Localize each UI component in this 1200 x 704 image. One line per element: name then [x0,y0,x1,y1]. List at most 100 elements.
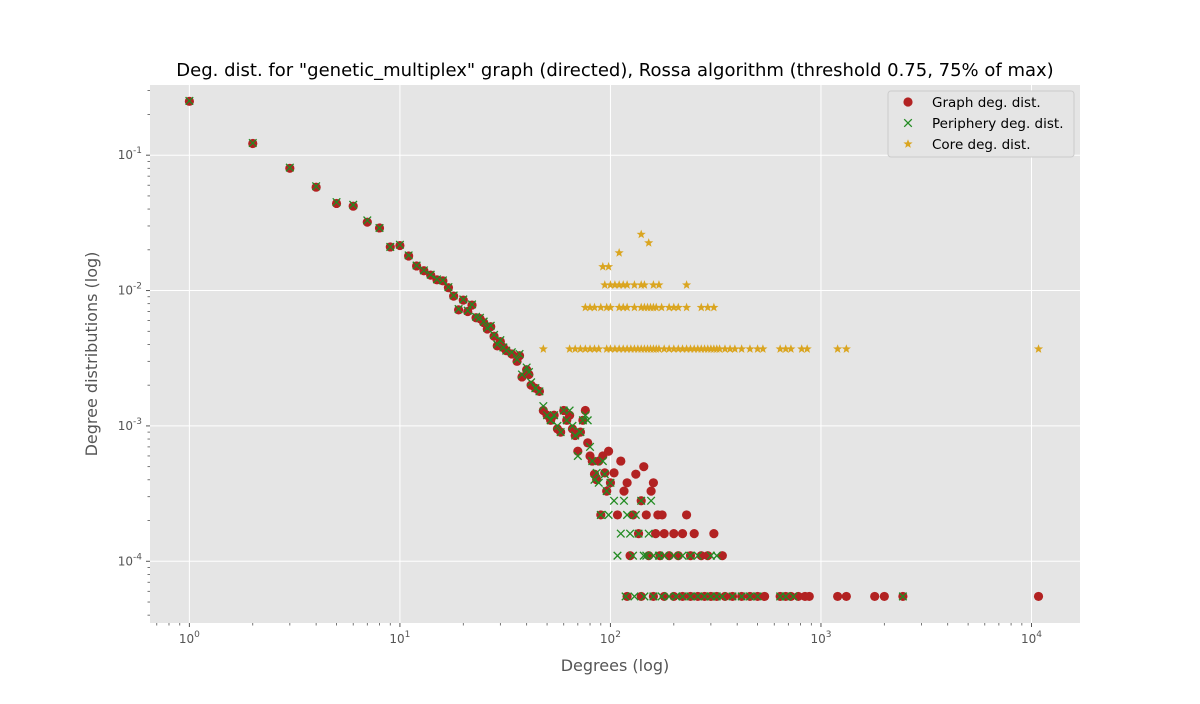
graph-degree-point [681,510,692,520]
core-degree-point [715,344,725,353]
periphery-degree-point [363,216,372,225]
periphery-degree-point [621,592,630,601]
graph-degree-point [669,529,679,539]
graph-degree-point [669,591,679,602]
core-degree-point [589,302,600,312]
graph-degree-point [600,468,610,478]
core-degree-point [580,344,590,353]
periphery-degree-point [678,592,687,601]
periphery-degree-point [642,551,651,560]
periphery-degree-point [789,592,798,601]
periphery-degree-point [671,592,681,601]
periphery-degree-point [463,306,473,315]
periphery-degree-point [678,551,687,560]
core-degree-point [709,302,719,312]
graph-degree-point [646,486,656,496]
core-degree-point [648,280,658,289]
periphery-degree-point [616,529,626,538]
periphery-degree-point [649,592,658,601]
periphery-degree-point [404,251,413,260]
periphery-degree-point [639,551,649,560]
periphery-degree-point [664,592,674,601]
core-degree-point [602,344,612,353]
periphery-degree-point [573,451,583,461]
periphery-degree-point [659,551,669,560]
core-degree-point [677,344,688,353]
periphery-degree-point [248,138,258,148]
core-degree-point [614,302,624,312]
core-degree-point [654,280,664,289]
core-degree-point [786,344,796,353]
core-degree-point [669,302,679,312]
core-degree-point [589,344,600,353]
graph-degree-point [720,591,730,602]
periphery-degree-point [585,442,595,452]
data-series [184,96,1044,602]
periphery-degree-point [479,317,488,326]
x-axis-label: Degrees (log) [561,656,670,675]
graph-degree-point [664,551,674,561]
periphery-degree-point [669,551,679,560]
graph-degree-point [622,478,632,488]
graph-degree-point [514,351,525,361]
graph-degree-point [631,469,641,479]
periphery-degree-point [496,335,505,345]
core-degree-point [618,344,628,353]
chart-title: Deg. dist. for "genetic_multiplex" graph… [176,60,1053,81]
periphery-degree-point [609,496,619,506]
axis-ticks: 100 101 102 103 104 10-4 10-3 10-2 10-1 [118,90,1042,646]
periphery-degree-point [636,496,646,506]
periphery-degree-point [454,304,463,314]
core-degree-point [629,302,639,312]
y-tick-label: 10-1 [118,146,142,162]
periphery-degree-point [512,355,522,364]
core-degree-point [696,344,706,353]
periphery-degree-point [542,410,552,420]
core-degree-point [730,344,740,353]
graph-degree-point [524,369,534,380]
core-degree-point [737,344,747,353]
periphery-degree-point [515,349,524,359]
periphery-degree-point [686,551,695,560]
periphery-degree-point [539,401,548,411]
series-periphery-degree [185,96,908,601]
periphery-degree-point [489,330,499,340]
graph-degree-point [760,591,770,602]
core-degree-point [570,344,580,353]
core-degree-point [580,302,590,312]
core-degree-point [610,344,620,353]
graph-degree-point [616,456,626,466]
graph-degree-point [489,331,499,341]
periphery-degree-point [693,592,703,601]
periphery-degree-point [517,370,527,379]
periphery-degree-point [625,529,635,538]
core-degree-point [629,344,639,353]
periphery-degree-point [311,181,321,191]
periphery-degree-point [745,592,755,601]
periphery-degree-point [898,592,908,601]
periphery-degree-point [522,363,531,372]
legend-marker-core [903,139,913,148]
core-degree-point [598,261,608,271]
core-degree-point [682,280,692,289]
periphery-degree-point [395,240,405,249]
x-tick-label: 103 [810,630,831,646]
core-degree-point [753,344,763,353]
periphery-degree-point [185,96,194,106]
core-degree-point [664,344,674,353]
periphery-degree-point [753,592,762,601]
x-tick-label: 104 [1021,630,1042,646]
core-degree-point [614,280,624,289]
graph-degree-point [804,591,814,602]
graph-degree-point [657,510,667,520]
legend-label-core: Core deg. dist. [932,137,1031,153]
periphery-degree-point [526,378,536,387]
periphery-degree-point [426,270,435,279]
core-degree-point [651,302,661,312]
graph-degree-point [619,486,629,496]
core-degree-point [775,344,785,353]
core-degree-point [622,280,632,289]
core-degree-point [685,344,696,353]
periphery-degree-point [444,282,453,292]
core-degree-point [600,280,610,289]
